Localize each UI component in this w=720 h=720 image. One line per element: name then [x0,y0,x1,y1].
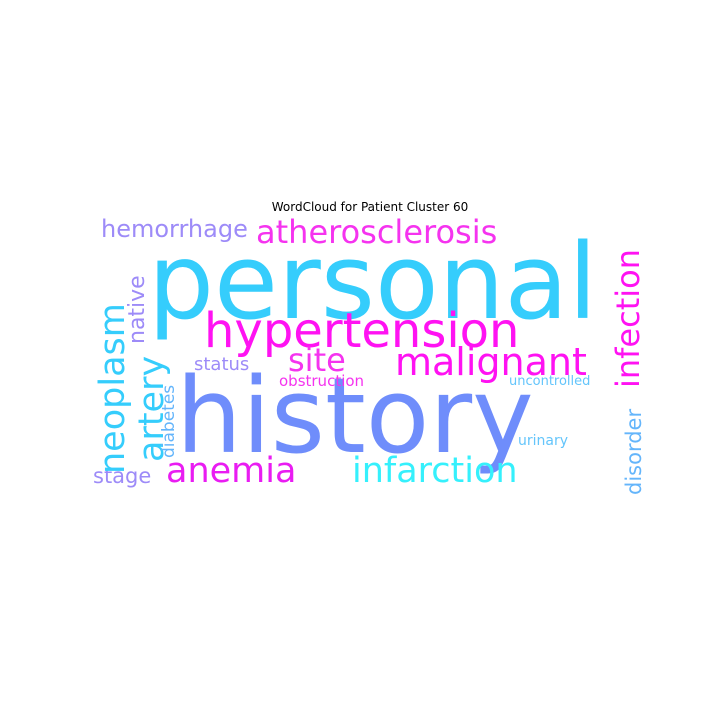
word-infarction: infarction [352,451,518,491]
word-native: native [125,275,150,344]
word-personal: personal [148,221,598,343]
word-anemia: anemia [166,451,297,491]
word-urinary: urinary [518,433,569,449]
word-disorder: disorder [622,408,646,495]
word-status: status [194,354,250,375]
word-malignant: malignant [395,340,587,384]
chart-title: WordCloud for Patient Cluster 60 [271,200,469,214]
word-site: site [288,341,346,379]
word-infection: infection [609,248,647,388]
word-atherosclerosis: atherosclerosis [256,213,498,251]
word-obstruction: obstruction [279,372,365,390]
word-uncontrolled: uncontrolled [509,374,591,389]
word-hemorrhage: hemorrhage [101,215,248,243]
word-stage: stage [93,464,152,488]
word-history: history [176,355,534,477]
word-diabetes: diabetes [159,384,179,458]
word-hypertension: hypertension [204,303,520,359]
